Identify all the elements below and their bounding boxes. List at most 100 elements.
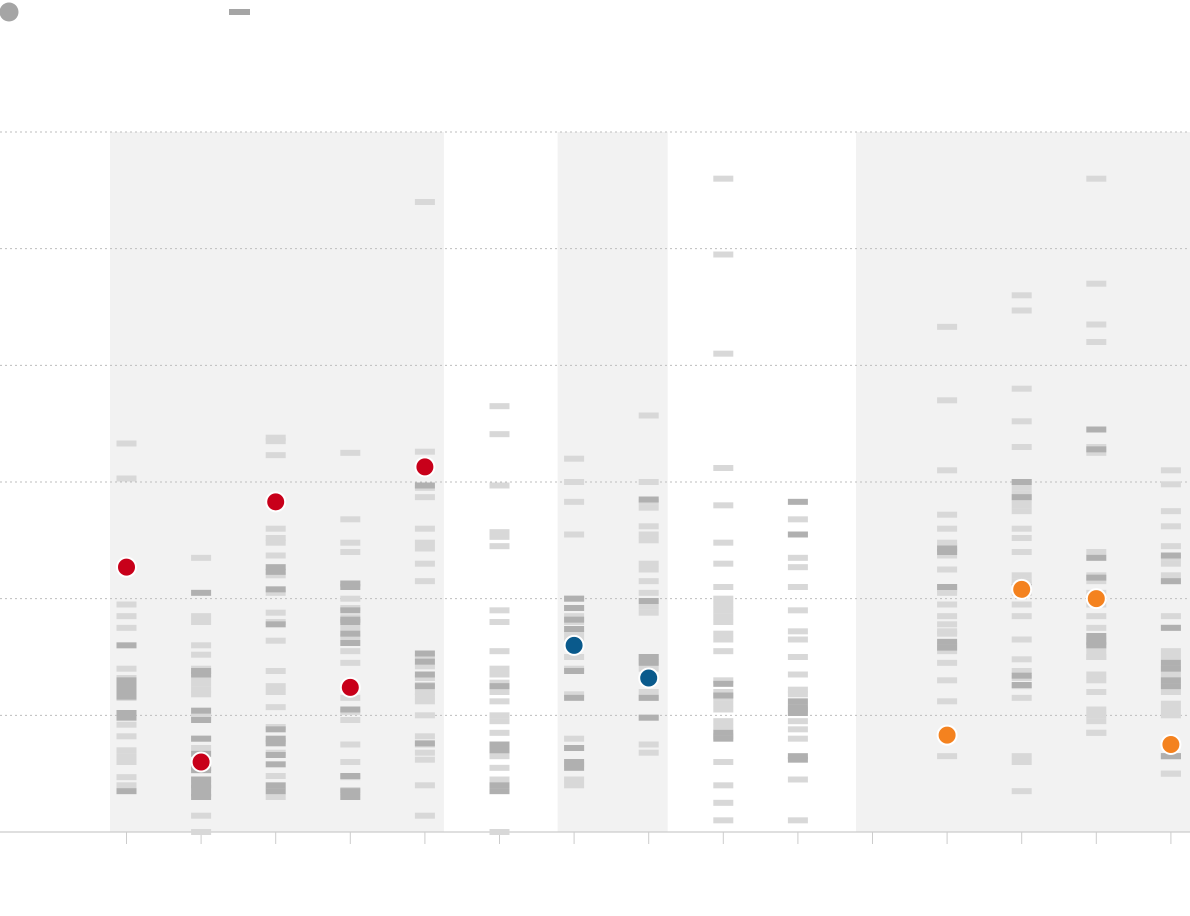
dash-mark: [414, 782, 435, 789]
dash-mark: [564, 735, 585, 742]
dash-mark: [1086, 648, 1107, 655]
dash-mark: [564, 613, 585, 620]
dash-mark: [1160, 671, 1181, 678]
dash-mark: [1086, 339, 1107, 345]
dash-mark: [1011, 508, 1032, 515]
highlight-dot-slot-3: [265, 491, 287, 513]
dash-mark: [937, 589, 958, 596]
dash-mark: [1086, 677, 1107, 684]
legend: [0, 2, 250, 22]
dash-mark: [1086, 449, 1107, 456]
gridlines: [0, 131, 1190, 833]
dash-mark-dark: [787, 753, 808, 760]
dash-mark: [340, 624, 361, 631]
dash-mark-dark: [638, 654, 659, 660]
dash-mark: [414, 749, 435, 756]
dash-mark: [489, 764, 510, 771]
dash-mark: [713, 613, 734, 620]
dash-mark: [564, 455, 585, 462]
dash-mark: [787, 726, 808, 733]
dash-mark: [713, 630, 734, 637]
dash-mark: [564, 531, 585, 538]
dash-mark-dark: [489, 683, 510, 690]
dash-mark: [191, 554, 212, 561]
dash-mark: [1086, 689, 1107, 695]
dash-mark: [265, 434, 286, 441]
dash-mark: [191, 619, 212, 625]
dash-mark: [1011, 385, 1032, 392]
dash-mark: [564, 479, 585, 485]
dash-mark-dark: [340, 794, 361, 800]
dash-mark: [489, 776, 510, 783]
dash-mark: [638, 741, 659, 748]
dash-mark: [340, 516, 361, 523]
dash-mark: [116, 665, 137, 672]
dash-mark: [116, 721, 137, 728]
dash-mark: [489, 829, 510, 835]
dash-mark: [265, 572, 286, 579]
dash-mark-dark: [265, 761, 286, 768]
dash-mark-dark: [564, 759, 585, 765]
dash-mark: [340, 634, 361, 641]
dash-mark-dark: [564, 694, 585, 701]
dash-mark-dark: [564, 745, 585, 751]
dash-mark: [937, 323, 958, 330]
dash-mark: [489, 689, 510, 695]
dash-mark: [1086, 712, 1107, 719]
dash-mark: [1160, 508, 1181, 515]
highlight-dot-slot-2: [190, 751, 212, 773]
dash-mark: [564, 782, 585, 789]
dash-mark: [638, 689, 659, 695]
dash-mark: [638, 589, 659, 596]
dash-mark: [937, 677, 958, 684]
dash-mark: [713, 175, 734, 182]
dash-mark: [191, 829, 212, 835]
dash-mark: [937, 621, 958, 628]
dash-mark: [1086, 321, 1107, 328]
dash-mark-dark: [489, 788, 510, 795]
dash-mark-dark: [414, 650, 435, 657]
dash-mark: [265, 704, 286, 711]
dash-mark: [414, 448, 435, 455]
dash-mark-dark: [265, 752, 286, 758]
dash-mark: [1086, 613, 1107, 620]
dash-mark-dark: [116, 693, 137, 700]
dash-mark: [713, 539, 734, 546]
dash-mark: [1160, 689, 1181, 695]
dash-mark: [1011, 292, 1032, 299]
dash-mark: [116, 759, 137, 765]
dash-mark-dark: [1160, 578, 1181, 585]
dash-mark-dark: [191, 790, 212, 797]
dash-mark: [414, 578, 435, 585]
dash-mark-dark: [1011, 682, 1032, 688]
dash-mark: [713, 759, 734, 765]
dash-mark: [713, 601, 734, 608]
dash-mark: [116, 624, 137, 631]
dash-mark-dark: [564, 595, 585, 602]
dash-mark: [713, 584, 734, 590]
dash-mark: [1160, 648, 1181, 655]
dash-mark: [191, 675, 212, 681]
dash-mark: [414, 812, 435, 819]
dash-mark: [1086, 729, 1107, 736]
dash-mark: [489, 665, 510, 672]
dash-mark: [489, 607, 510, 614]
dash-mark: [489, 533, 510, 540]
dash-mark: [340, 595, 361, 602]
dash-mark: [713, 782, 734, 789]
dash-mark: [265, 683, 286, 690]
dash-mark: [1160, 770, 1181, 777]
dash-mark: [414, 539, 435, 546]
dash-mark: [489, 431, 510, 438]
dash-mark: [265, 438, 286, 445]
dash-mark: [340, 539, 361, 546]
dash-mark: [340, 449, 361, 456]
dash-mark-dark: [1160, 683, 1181, 690]
dash-mark-dark: [713, 735, 734, 742]
dash-mark: [489, 712, 510, 719]
dash-mark: [340, 648, 361, 655]
dash-mark-dark: [265, 788, 286, 795]
dash-mark: [1011, 490, 1032, 497]
dash-mark: [1086, 718, 1107, 725]
dash-mark: [191, 651, 212, 658]
